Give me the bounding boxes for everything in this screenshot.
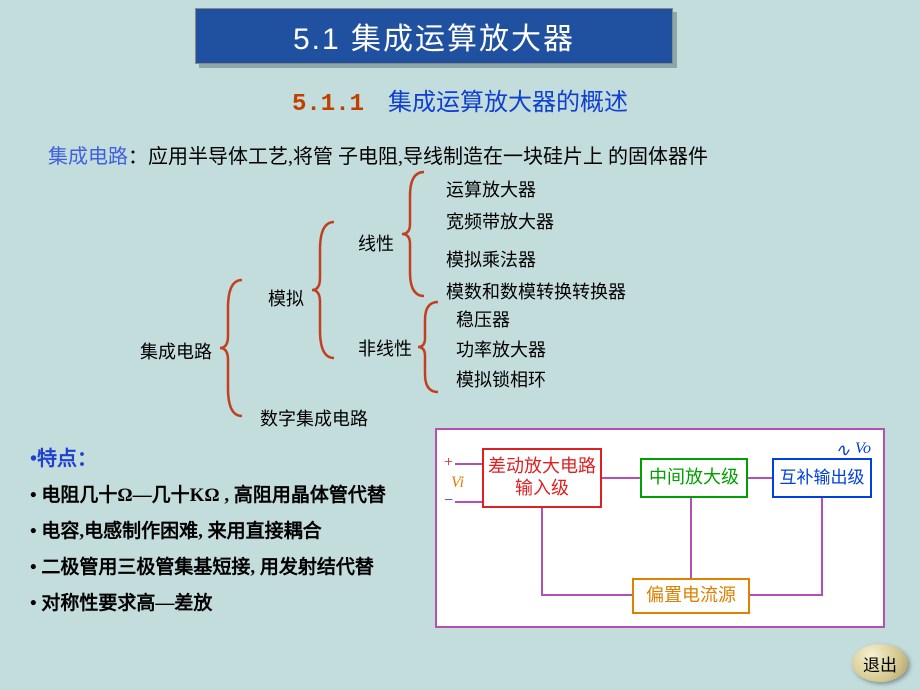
brace-linear bbox=[402, 170, 432, 298]
linear-item-1: 宽频带放大器 bbox=[446, 208, 554, 234]
linear-item-3: 模数和数模转换转换器 bbox=[446, 278, 626, 304]
feature-item-0: • 电阻几十Ω—几十KΩ , 高阻用晶体管代替 bbox=[30, 478, 386, 514]
definition: 集成电路：应用半导体工艺,将管 子电阻,导线制造在一块硅片上 的固体器件 bbox=[48, 140, 708, 169]
linear-item-2: 模拟乘法器 bbox=[446, 246, 536, 272]
features-section: •特点： • 电阻几十Ω—几十KΩ , 高阻用晶体管代替 • 电容,电感制作困难… bbox=[30, 440, 386, 622]
title-banner: 5.1 集成运算放大器 bbox=[195, 8, 673, 64]
tree-digital: 数字集成电路 bbox=[260, 405, 368, 431]
subtitle-text: 集成运算放大器的概述 bbox=[388, 89, 628, 116]
classification-tree: 集成电路 模拟 数字集成电路 线性 非线性 运算放大器 宽频带放大器 模拟乘法器… bbox=[140, 170, 840, 430]
nonlinear-item-1: 功率放大器 bbox=[456, 336, 546, 362]
subtitle-number: 5.1.1 bbox=[292, 91, 364, 118]
brace-root bbox=[220, 278, 250, 418]
exit-label: 退出 bbox=[863, 651, 897, 676]
definition-key: 集成电路 bbox=[48, 146, 128, 168]
block-diagram: + − Vi 差动放大电路输入级 中间放大级 互补输出级 ∿ Vo 偏置电流源 bbox=[435, 428, 885, 628]
nonlinear-item-0: 稳压器 bbox=[456, 306, 510, 332]
tree-nonlinear: 非线性 bbox=[358, 335, 412, 361]
tree-analog: 模拟 bbox=[268, 285, 304, 311]
exit-button[interactable]: 退出 bbox=[852, 644, 908, 682]
linear-item-0: 运算放大器 bbox=[446, 176, 536, 202]
nonlinear-item-2: 模拟锁相环 bbox=[456, 366, 546, 392]
feature-item-2: • 二极管用三极管集基短接, 用发射结代替 bbox=[30, 550, 386, 586]
wires-bias bbox=[437, 430, 887, 630]
feature-item-3: • 对称性要求高—差放 bbox=[30, 586, 386, 622]
features-heading: •特点： bbox=[30, 440, 386, 478]
feature-item-1: • 电容,电感制作困难, 来用直接耦合 bbox=[30, 514, 386, 550]
tree-linear: 线性 bbox=[358, 230, 394, 256]
tree-root: 集成电路 bbox=[140, 338, 212, 364]
title-text: 5.1 集成运算放大器 bbox=[293, 14, 575, 58]
subtitle: 5.1.1 集成运算放大器的概述 bbox=[0, 82, 920, 118]
brace-nonlinear bbox=[418, 300, 444, 394]
brace-analog bbox=[312, 220, 342, 360]
definition-body: ：应用半导体工艺,将管 子电阻,导线制造在一块硅片上 的固体器件 bbox=[128, 146, 708, 168]
